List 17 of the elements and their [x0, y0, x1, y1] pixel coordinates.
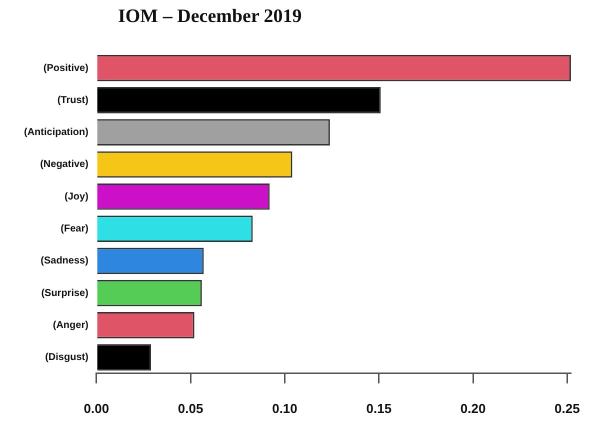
y-tick-label: (Surprise) [41, 288, 88, 299]
x-tick-label: 0.25 [554, 400, 580, 416]
y-tick-label: (Sadness) [40, 256, 88, 267]
x-tick-label: 0.20 [460, 400, 486, 416]
x-tick-label: 0.10 [272, 400, 298, 416]
x-tick-label: 0.15 [366, 400, 392, 416]
y-tick-label: (Negative) [40, 159, 88, 170]
y-tick-label: (Anger) [52, 320, 88, 331]
y-tick-label: (Positive) [43, 62, 88, 74]
chart-title: IOM – December 2019 [118, 6, 302, 28]
y-tick-label: (Fear) [60, 224, 88, 235]
y-tick-label: (Disgust) [45, 352, 88, 364]
y-tick-label: (Trust) [57, 94, 88, 106]
x-tick-label: 0.05 [178, 400, 204, 416]
x-tick-label: 0.00 [84, 400, 110, 416]
y-tick-label: (Joy) [64, 191, 88, 202]
y-tick-label: (Anticipation) [24, 127, 88, 138]
